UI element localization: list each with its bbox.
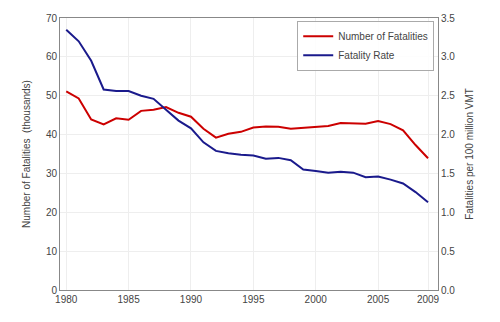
svg-text:0: 0 — [51, 285, 57, 296]
svg-text:60: 60 — [46, 51, 58, 62]
svg-text:20: 20 — [46, 207, 58, 218]
svg-text:2.0: 2.0 — [441, 129, 455, 140]
svg-text:3.5: 3.5 — [441, 13, 455, 24]
svg-text:1995: 1995 — [242, 294, 265, 305]
svg-text:50: 50 — [46, 90, 58, 101]
svg-text:3.0: 3.0 — [441, 51, 455, 62]
svg-text:70: 70 — [46, 13, 58, 24]
svg-text:0.0: 0.0 — [441, 285, 455, 296]
svg-text:0.5: 0.5 — [441, 246, 455, 257]
svg-text:30: 30 — [46, 168, 58, 179]
svg-text:Number of Fatalities (thousan: Number of Fatalities (thousands) — [21, 80, 32, 228]
svg-text:1985: 1985 — [117, 294, 140, 305]
svg-text:2000: 2000 — [305, 294, 328, 305]
svg-text:40: 40 — [46, 129, 58, 140]
svg-text:1.0: 1.0 — [441, 207, 455, 218]
svg-text:Number of Fatalities: Number of Fatalities — [338, 31, 427, 42]
svg-text:10: 10 — [46, 246, 58, 257]
svg-text:2009: 2009 — [417, 294, 440, 305]
svg-text:2.5: 2.5 — [441, 90, 455, 101]
svg-text:2005: 2005 — [367, 294, 390, 305]
svg-text:1980: 1980 — [55, 294, 78, 305]
svg-text:Fatalities per 100 million VMT: Fatalities per 100 million VMT — [464, 88, 475, 220]
svg-text:Fatality Rate: Fatality Rate — [338, 50, 395, 61]
svg-text:1990: 1990 — [180, 294, 203, 305]
svg-text:1.5: 1.5 — [441, 168, 455, 179]
